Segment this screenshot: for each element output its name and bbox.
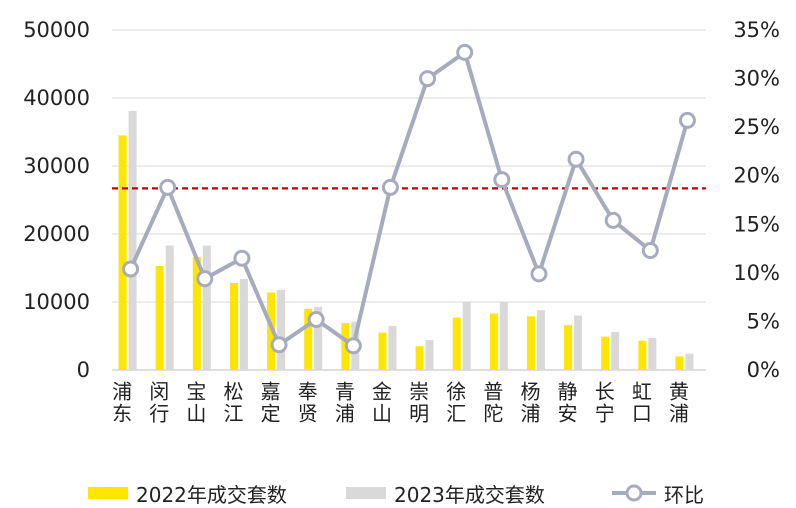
y-right-tick-label: 30% bbox=[733, 67, 780, 91]
ratio-point bbox=[344, 337, 362, 355]
y-axis-left: 0 10000 20000 30000 40000 50000 bbox=[23, 18, 90, 382]
ratio-point bbox=[678, 111, 696, 129]
category-label: 黄浦 bbox=[665, 381, 689, 425]
bar-2023 bbox=[165, 245, 174, 370]
bar-2023 bbox=[202, 245, 211, 370]
bar-2022 bbox=[564, 325, 573, 370]
y-left-tick-label: 20000 bbox=[23, 222, 90, 246]
bar-2023 bbox=[462, 302, 471, 370]
y-right-tick-label: 25% bbox=[733, 115, 780, 139]
category-label: 虹口 bbox=[628, 381, 652, 425]
y-left-tick-label: 10000 bbox=[23, 290, 90, 314]
category-label: 金山 bbox=[368, 381, 392, 425]
legend: 2022年成交套数 2023年成交套数 环比 bbox=[88, 483, 704, 507]
bar-2022 bbox=[675, 356, 684, 370]
bar-2023 bbox=[648, 338, 657, 370]
bar-2022 bbox=[526, 316, 535, 370]
bar-2022 bbox=[267, 292, 276, 370]
bar-2022 bbox=[638, 340, 647, 370]
y-left-tick-label: 40000 bbox=[23, 86, 90, 110]
ratio-point bbox=[381, 178, 399, 196]
category-label: 奉贤 bbox=[294, 381, 318, 425]
bars bbox=[118, 110, 694, 371]
category-label: 青浦 bbox=[331, 381, 355, 425]
y-right-tick-label: 10% bbox=[733, 261, 780, 285]
ratio-point bbox=[122, 260, 140, 278]
category-label: 宝山 bbox=[183, 381, 207, 425]
category-label: 闵行 bbox=[146, 381, 170, 425]
ratio-point bbox=[530, 265, 548, 283]
category-label: 长宁 bbox=[591, 381, 615, 425]
category-label: 静安 bbox=[554, 381, 578, 425]
category-label: 嘉定 bbox=[257, 381, 281, 425]
category-label: 徐汇 bbox=[443, 381, 467, 425]
bar-2023 bbox=[499, 302, 508, 370]
bar-2023 bbox=[239, 278, 248, 370]
gridlines bbox=[112, 29, 706, 371]
y-right-tick-label: 15% bbox=[733, 212, 780, 236]
ratio-point bbox=[196, 270, 214, 288]
category-label: 松江 bbox=[220, 381, 244, 425]
bar-2022 bbox=[601, 336, 610, 370]
y-left-tick-label: 30000 bbox=[23, 154, 90, 178]
bar-2023 bbox=[314, 306, 323, 370]
bar-2022 bbox=[155, 265, 164, 370]
bar-2022 bbox=[304, 308, 313, 370]
category-label: 杨浦 bbox=[517, 381, 541, 425]
y-left-tick-label: 50000 bbox=[23, 18, 90, 42]
bar-2022 bbox=[378, 332, 387, 370]
legend-swatch bbox=[346, 487, 386, 499]
ratio-line bbox=[122, 43, 696, 355]
bar-2023 bbox=[611, 331, 620, 370]
category-label: 普陀 bbox=[480, 381, 504, 425]
legend-swatch bbox=[88, 487, 128, 499]
legend-marker bbox=[625, 484, 643, 502]
category-label: 崇明 bbox=[406, 381, 430, 425]
bar-2023 bbox=[388, 325, 397, 370]
bar-2022 bbox=[192, 257, 201, 370]
bar-2022 bbox=[452, 317, 461, 370]
ratio-point bbox=[456, 43, 474, 61]
category-label: 浦东 bbox=[109, 381, 133, 425]
bar-2022 bbox=[229, 282, 238, 370]
bar-2022 bbox=[415, 346, 424, 370]
ratio-point bbox=[270, 336, 288, 354]
bar-2023 bbox=[277, 289, 286, 370]
y-axis-right: 0% 5% 10% 15% 20% 25% 30% 35% bbox=[733, 18, 780, 382]
y-right-tick-label: 0% bbox=[747, 358, 780, 382]
ratio-point bbox=[641, 242, 659, 260]
bar-2022 bbox=[118, 135, 127, 370]
x-axis-categories: 浦东 闵行 宝山 松江 嘉定 奉贤 青浦 金山 崇明 徐汇 普陀 杨浦 静安 长宁 虹口 黄浦 bbox=[109, 381, 690, 425]
bar-2023 bbox=[685, 353, 694, 370]
y-right-tick-label: 20% bbox=[733, 164, 780, 188]
legend-label: 2022年成交套数 bbox=[136, 483, 287, 507]
bar-2023 bbox=[536, 310, 545, 370]
ratio-point bbox=[604, 211, 622, 229]
ratio-point bbox=[567, 150, 585, 168]
ratio-point bbox=[233, 249, 251, 267]
legend-label: 环比 bbox=[664, 483, 704, 507]
bar-2022 bbox=[489, 313, 498, 370]
ratio-polyline bbox=[128, 50, 690, 348]
bar-2023 bbox=[574, 315, 583, 370]
ratio-point bbox=[419, 70, 437, 88]
y-right-tick-label: 5% bbox=[747, 309, 780, 333]
y-left-tick-label: 0 bbox=[77, 358, 90, 382]
legend-label: 2023年成交套数 bbox=[394, 483, 545, 507]
bar-2023 bbox=[425, 340, 434, 370]
bar-2023 bbox=[128, 110, 137, 371]
ratio-point bbox=[159, 178, 177, 196]
y-right-tick-label: 35% bbox=[733, 18, 780, 42]
ratio-point bbox=[307, 310, 325, 328]
ratio-point bbox=[493, 171, 511, 189]
